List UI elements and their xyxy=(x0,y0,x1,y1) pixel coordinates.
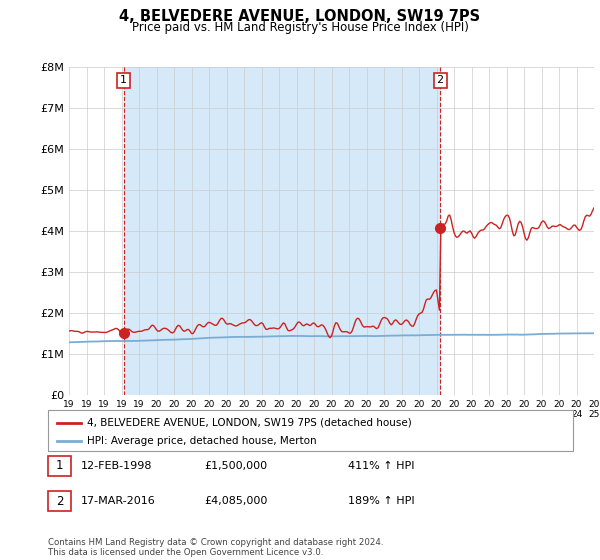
Text: HPI: Average price, detached house, Merton: HPI: Average price, detached house, Mert… xyxy=(87,436,317,446)
Text: Price paid vs. HM Land Registry's House Price Index (HPI): Price paid vs. HM Land Registry's House … xyxy=(131,21,469,34)
Text: Contains HM Land Registry data © Crown copyright and database right 2024.
This d: Contains HM Land Registry data © Crown c… xyxy=(48,538,383,557)
Text: 189% ↑ HPI: 189% ↑ HPI xyxy=(348,496,415,506)
Text: 4, BELVEDERE AVENUE, LONDON, SW19 7PS (detached house): 4, BELVEDERE AVENUE, LONDON, SW19 7PS (d… xyxy=(87,418,412,428)
Text: 1: 1 xyxy=(56,459,63,473)
Text: 1: 1 xyxy=(120,75,127,85)
Text: 17-MAR-2016: 17-MAR-2016 xyxy=(81,496,156,506)
Text: 4, BELVEDERE AVENUE, LONDON, SW19 7PS: 4, BELVEDERE AVENUE, LONDON, SW19 7PS xyxy=(119,9,481,24)
Text: £1,500,000: £1,500,000 xyxy=(204,461,267,471)
Bar xyxy=(124,67,440,395)
Text: 2: 2 xyxy=(56,494,63,508)
Text: £4,085,000: £4,085,000 xyxy=(204,496,268,506)
Text: 12-FEB-1998: 12-FEB-1998 xyxy=(81,461,152,471)
Text: 2: 2 xyxy=(437,75,444,85)
Text: 411% ↑ HPI: 411% ↑ HPI xyxy=(348,461,415,471)
